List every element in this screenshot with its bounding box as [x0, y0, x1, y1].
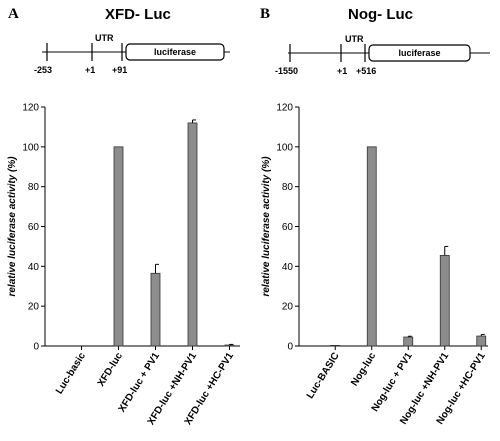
tss-position-label: +1 — [85, 65, 95, 75]
y-tick-label: 100 — [276, 142, 293, 153]
y-axis-label: relative luciferase activity (%) — [7, 156, 18, 297]
panel-title: XFD- Luc — [105, 6, 171, 23]
start-position-label: -253 — [34, 65, 52, 75]
luciferase-box — [125, 43, 225, 61]
y-tick-label: 80 — [28, 182, 40, 193]
panel-letter: A — [8, 6, 19, 22]
panel-letter: B — [260, 6, 271, 22]
panel-title: Nog- Luc — [348, 6, 413, 23]
y-tick-label: 60 — [28, 222, 40, 233]
y-axis-label: relative luciferase activity (%) — [261, 156, 272, 297]
y-tick-label: 80 — [282, 182, 294, 193]
y-tick-label: 60 — [282, 222, 294, 233]
bar — [224, 344, 235, 347]
y-tick-label: 120 — [22, 103, 39, 114]
utr-label: UTR — [345, 34, 364, 44]
luciferase-label: luciferase — [154, 47, 196, 57]
end-position-label: +91 — [112, 65, 127, 75]
y-tick-label: 0 — [287, 342, 293, 353]
category-label: Luc-basic — [54, 350, 88, 396]
tss-position-label: +1 — [337, 66, 347, 76]
bar — [113, 146, 124, 347]
panel-b-figure: luciferase UTR -1550 +1 +516 0 20 40 60 80 100 120 r… — [261, 34, 490, 427]
luciferase-label: luciferase — [398, 48, 440, 58]
utr-label: UTR — [95, 33, 114, 43]
panel-b: B Nog- Luc luciferase UTR -1550 +1 +516 0 20 40… — [250, 0, 500, 441]
panel-a-figure: luciferase UTR -253 +1 +91 0 20 40 60 80 100 120 rel… — [7, 33, 240, 427]
bar — [366, 146, 377, 347]
y-tick-label: 20 — [28, 302, 40, 313]
end-position-label: +516 — [356, 66, 376, 76]
start-position-label: -1550 — [275, 66, 298, 76]
y-tick-label: 40 — [282, 262, 294, 273]
y-tick-label: 100 — [22, 142, 39, 153]
bar — [187, 122, 198, 347]
category-label: Luc-BASIC — [305, 351, 342, 401]
bar — [150, 272, 161, 347]
bar — [439, 254, 450, 347]
y-tick-label: 20 — [282, 302, 294, 313]
luciferase-box — [368, 44, 471, 62]
bar — [330, 345, 341, 347]
category-label: XFD-luc — [96, 350, 126, 388]
category-label: Nog-luc — [349, 350, 378, 388]
y-tick-label: 120 — [276, 103, 293, 114]
bar — [403, 336, 414, 347]
panel-a: A XFD- Luc luciferase UTR -253 +1 +91 0 20 40 60… — [7, 6, 240, 427]
bar — [476, 335, 487, 347]
y-tick-label: 0 — [33, 342, 39, 353]
y-tick-label: 40 — [28, 262, 40, 273]
